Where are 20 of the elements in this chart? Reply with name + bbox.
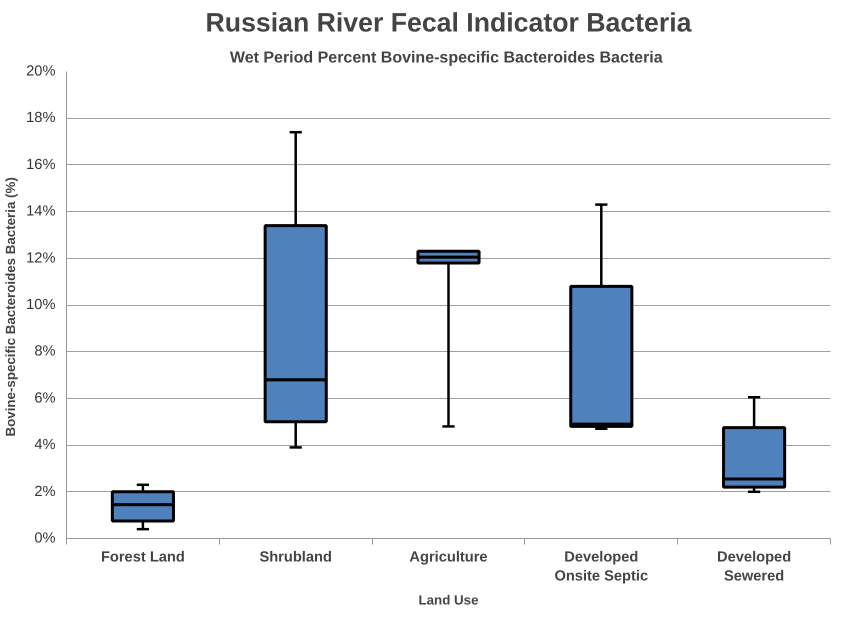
- x-tick-label: Developed Onsite Septic: [554, 550, 648, 585]
- x-tick-label: Forest Land: [100, 550, 185, 566]
- y-tick-label: 6%: [34, 390, 56, 406]
- y-tick-label: 2%: [34, 484, 56, 500]
- y-tick-label: 20%: [26, 64, 56, 80]
- y-tick-label: 8%: [34, 344, 56, 360]
- chart-subtitle: Wet Period Percent Bovine-specific Bacteroides Bacteria: [230, 50, 663, 66]
- y-tick-label: 12%: [26, 250, 56, 266]
- y-tick-label: 4%: [34, 437, 56, 454]
- x-tick-label: Developed Sewered: [717, 550, 792, 585]
- x-axis-title: Land Use: [418, 592, 479, 608]
- x-tick-label: Shrubland: [259, 550, 332, 566]
- y-tick-label: 14%: [26, 204, 56, 220]
- y-tick-label: 10%: [26, 297, 56, 313]
- x-tick-label: Agriculture: [409, 550, 488, 566]
- y-tick-label: 18%: [26, 110, 56, 126]
- chart-title: Russian River Fecal Indicator Bacteria: [206, 8, 692, 38]
- y-tick-label: 16%: [26, 156, 56, 173]
- y-tick-label: 0%: [34, 530, 56, 546]
- y-axis-title: Bovine-specific Bacteroides Bacteria (%): [3, 177, 18, 436]
